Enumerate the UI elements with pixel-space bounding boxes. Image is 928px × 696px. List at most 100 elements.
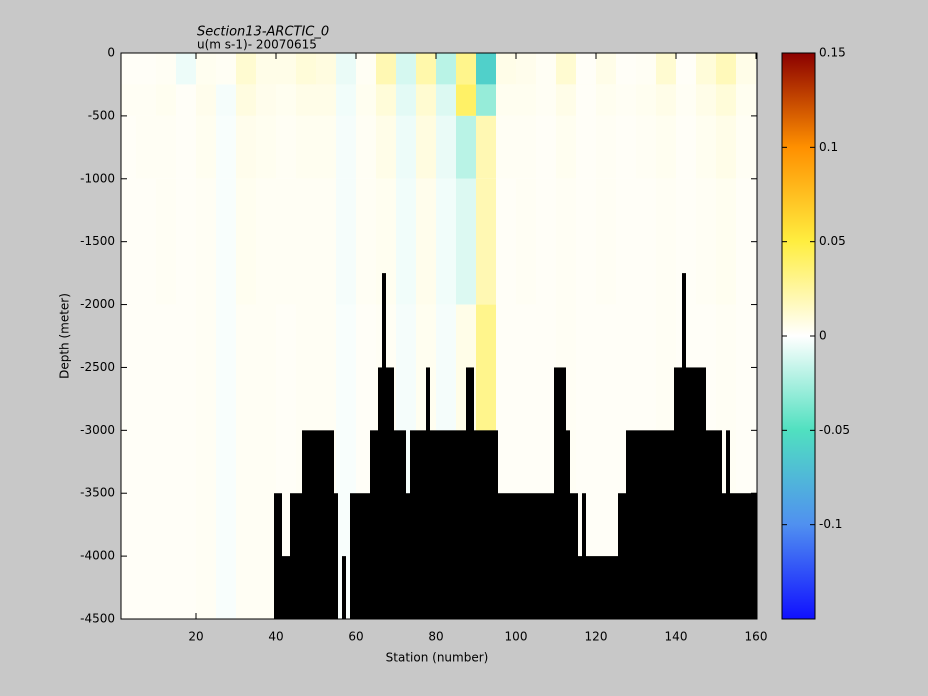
field-cell bbox=[636, 84, 656, 116]
field-cell bbox=[516, 53, 536, 85]
field-cell bbox=[556, 115, 576, 179]
field-cell bbox=[576, 178, 596, 305]
field-cell bbox=[736, 115, 756, 179]
seafloor bbox=[302, 430, 334, 619]
field-cell bbox=[216, 115, 236, 179]
field-cell bbox=[336, 84, 356, 116]
y-tick-label: -4500 bbox=[80, 612, 115, 626]
field-cell bbox=[616, 84, 636, 116]
field-cell bbox=[156, 178, 176, 305]
chart-title: Section13-ARCTIC_0 bbox=[197, 25, 329, 40]
field-cell bbox=[156, 304, 176, 619]
field-cell bbox=[196, 115, 216, 179]
x-tick-label: 160 bbox=[745, 630, 768, 644]
colorbar-tick-label: 0.05 bbox=[819, 234, 846, 248]
field-cell bbox=[416, 178, 436, 305]
x-tick-label: 80 bbox=[428, 630, 443, 644]
x-tick-label: 20 bbox=[188, 630, 203, 644]
field-cell bbox=[536, 84, 556, 116]
field-cell bbox=[436, 115, 456, 179]
seafloor bbox=[682, 273, 686, 619]
field-cell bbox=[376, 178, 396, 305]
seafloor bbox=[370, 430, 378, 619]
field-cell bbox=[356, 53, 376, 85]
seafloor bbox=[410, 430, 426, 619]
y-tick-label: -3000 bbox=[80, 423, 115, 437]
seafloor bbox=[382, 273, 386, 619]
field-cell bbox=[516, 115, 536, 179]
field-cell bbox=[416, 115, 436, 179]
field-cell bbox=[316, 178, 336, 305]
field-cell bbox=[156, 53, 176, 85]
field-cell bbox=[121, 115, 136, 179]
field-cell bbox=[296, 53, 316, 85]
field-cell bbox=[616, 115, 636, 179]
seafloor bbox=[686, 367, 706, 619]
field-cell bbox=[416, 84, 436, 116]
seafloor bbox=[350, 493, 370, 619]
field-cell bbox=[276, 115, 296, 179]
field-cell bbox=[496, 84, 516, 116]
y-tick-label: -500 bbox=[88, 108, 115, 122]
field-cell bbox=[676, 115, 696, 179]
field-cell bbox=[516, 84, 536, 116]
field-cell bbox=[716, 84, 736, 116]
seafloor bbox=[342, 556, 346, 619]
field-cell bbox=[136, 84, 156, 116]
field-cell bbox=[556, 53, 576, 85]
seafloor bbox=[466, 367, 474, 619]
field-cell bbox=[376, 115, 396, 179]
plot-frame bbox=[120, 52, 758, 620]
field-cell bbox=[596, 53, 616, 85]
field-cell bbox=[696, 115, 716, 179]
field-cell bbox=[336, 178, 356, 305]
field-cell bbox=[216, 53, 236, 85]
seafloor bbox=[674, 367, 682, 619]
field-cell bbox=[276, 84, 296, 116]
seafloor bbox=[626, 430, 674, 619]
seafloor bbox=[570, 493, 578, 619]
field-cell bbox=[596, 84, 616, 116]
field-cell bbox=[736, 178, 756, 305]
field-cell bbox=[376, 84, 396, 116]
seafloor bbox=[706, 430, 722, 619]
field-cell bbox=[456, 84, 476, 116]
field-cell bbox=[236, 53, 256, 85]
seafloor bbox=[726, 430, 730, 619]
field-cell bbox=[276, 178, 296, 305]
field-cell bbox=[156, 115, 176, 179]
field-cell bbox=[356, 115, 376, 179]
field-cell bbox=[676, 84, 696, 116]
field-cell bbox=[636, 178, 656, 305]
field-cell bbox=[236, 304, 256, 619]
field-cell bbox=[316, 84, 336, 116]
field-cell bbox=[121, 53, 136, 85]
field-cell bbox=[276, 53, 296, 85]
field-cell bbox=[396, 53, 416, 85]
seafloor bbox=[582, 493, 586, 619]
field-cell bbox=[736, 84, 756, 116]
field-cell bbox=[596, 115, 616, 179]
field-cell bbox=[556, 178, 576, 305]
field-cell bbox=[416, 53, 436, 85]
field-cell bbox=[156, 84, 176, 116]
field-cell bbox=[336, 53, 356, 85]
field-cell bbox=[476, 115, 496, 179]
y-axis-label: Depth (meter) bbox=[58, 293, 72, 379]
field-cell bbox=[121, 178, 136, 305]
colorbar-tick-label: 0.15 bbox=[819, 46, 846, 60]
seafloor bbox=[282, 556, 290, 619]
field-cell bbox=[656, 115, 676, 179]
field-cell bbox=[356, 178, 376, 305]
field-cell bbox=[576, 115, 596, 179]
x-tick-label: 140 bbox=[665, 630, 688, 644]
field-cell bbox=[696, 178, 716, 305]
field-cell bbox=[256, 178, 276, 305]
field-cell bbox=[256, 53, 276, 85]
seafloor bbox=[394, 430, 406, 619]
colorbar-tick-label: 0 bbox=[819, 329, 827, 343]
field-cell bbox=[176, 178, 196, 305]
seafloor bbox=[554, 367, 566, 619]
x-tick-label: 40 bbox=[268, 630, 283, 644]
